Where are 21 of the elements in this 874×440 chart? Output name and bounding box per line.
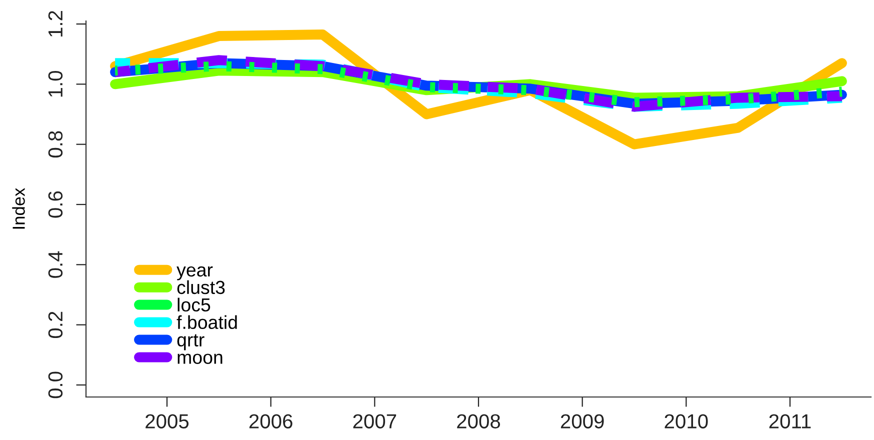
x-tick-label: 2009 (560, 414, 604, 428)
legend-label: clust3 (177, 280, 225, 294)
y-tick-label: 0.6 (48, 191, 63, 218)
legend-label: loc5 (178, 298, 210, 312)
x-tick-label: 2007 (353, 414, 396, 428)
x-tick-label: 2010 (664, 414, 708, 428)
y-tick-label: 0.0 (48, 372, 63, 398)
y-tick-label: 0.4 (48, 251, 63, 278)
legend-label: year (176, 266, 213, 280)
legend-label: qrtr (177, 334, 204, 350)
y-tick-label: 1.0 (48, 70, 63, 97)
y-tick-label: 0.2 (48, 312, 63, 338)
x-tick-label: 2008 (457, 414, 500, 428)
legend-label: moon (178, 354, 222, 364)
legend-label: f.boatid (176, 315, 237, 330)
x-tick-label: 2011 (769, 414, 811, 428)
x-tick-label: 2005 (146, 414, 189, 428)
x-tick-label: 2006 (249, 414, 292, 428)
y-tick-label: 1.2 (48, 11, 62, 36)
y-axis-title: Index (12, 188, 25, 229)
y-tick-label: 0.8 (48, 131, 63, 158)
